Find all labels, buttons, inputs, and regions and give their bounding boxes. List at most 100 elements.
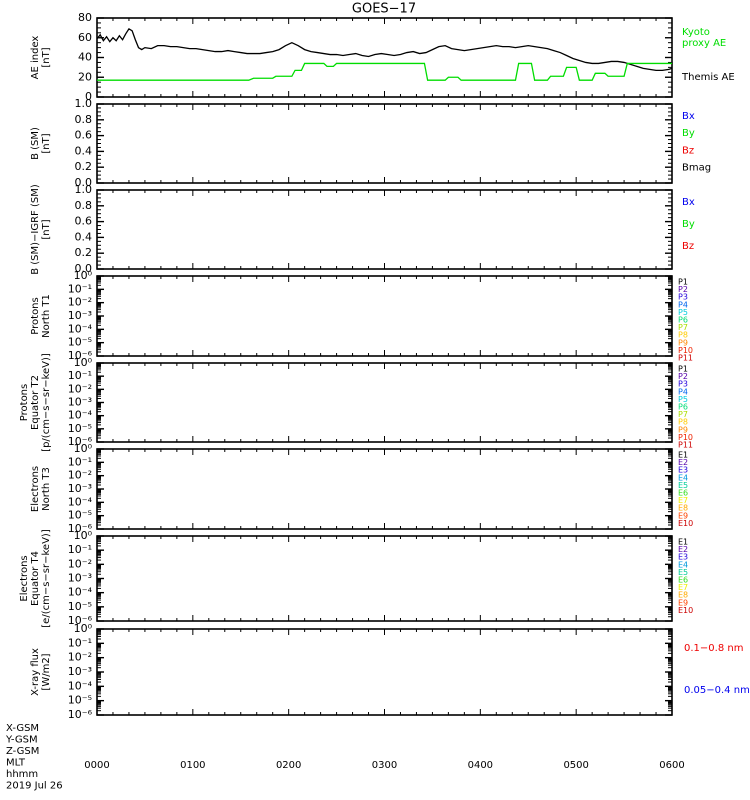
y-tick-label: 10⁻⁶ bbox=[68, 435, 93, 448]
x-tick-label: 0100 bbox=[180, 760, 205, 771]
y-tick-label: 10⁻² bbox=[68, 557, 92, 570]
legend-item: Kyoto bbox=[682, 27, 710, 38]
legend-item: E5 bbox=[678, 568, 688, 577]
y-tick-label: 10⁰ bbox=[74, 529, 93, 542]
legend-item: E4 bbox=[678, 560, 688, 569]
y-tick-label: 10⁻² bbox=[68, 651, 92, 664]
y-tick-label: 10⁻³ bbox=[68, 482, 92, 495]
legend-item: P3 bbox=[678, 293, 688, 302]
y-tick-label: 0.4 bbox=[75, 230, 93, 243]
y-tick-label: 0.6 bbox=[75, 129, 93, 142]
y-axis-label: Equator T2 bbox=[30, 375, 41, 430]
legend-item: P3 bbox=[678, 380, 688, 389]
panel-frame bbox=[96, 535, 673, 622]
x-tick-label: 0500 bbox=[563, 760, 588, 771]
legend-item: E1 bbox=[678, 538, 688, 547]
plot-title: GOES−17 bbox=[352, 2, 416, 17]
y-tick-label: 10⁻⁵ bbox=[68, 422, 92, 435]
y-axis-label: [W/m2] bbox=[41, 653, 52, 690]
y-axis-label: North T1 bbox=[41, 294, 52, 338]
y-axis-label: [nT] bbox=[41, 219, 52, 239]
legend-item: E9 bbox=[678, 598, 688, 607]
legend-item: P8 bbox=[678, 331, 688, 340]
y-tick-label: 10⁰ bbox=[74, 442, 93, 455]
y-tick-label: 0.2 bbox=[75, 246, 93, 259]
y-axis-label: North T3 bbox=[41, 467, 52, 511]
legend-item: proxy AE bbox=[682, 38, 726, 49]
x-axis-row-label: MLT bbox=[6, 758, 26, 769]
legend-item: E10 bbox=[678, 519, 693, 528]
legend-item: Bx bbox=[682, 111, 695, 122]
legend-item: P9 bbox=[678, 425, 688, 434]
y-tick-label: 10⁻⁴ bbox=[68, 495, 93, 508]
y-tick-label: 0.6 bbox=[75, 215, 93, 228]
series-themis-ae bbox=[96, 27, 673, 71]
y-tick-label: 0.4 bbox=[75, 144, 93, 157]
legend-item: E2 bbox=[678, 545, 688, 554]
legend-item: Bz bbox=[682, 145, 694, 156]
y-tick-label: 0.8 bbox=[75, 199, 93, 212]
legend-item: P7 bbox=[678, 410, 688, 419]
y-tick-label: 10⁰ bbox=[74, 269, 93, 282]
legend-item: E9 bbox=[678, 511, 688, 520]
panel-b_sm: 1.0 0.8 0.6 0.4 0.2 0.0 B (SM) [nT] Bx By Bz Bmag bbox=[30, 97, 711, 189]
y-tick-label: 10⁻¹ bbox=[68, 455, 92, 468]
legend-item: P4 bbox=[678, 387, 688, 396]
y-tick-label: 0.2 bbox=[75, 160, 93, 173]
legend-item: P7 bbox=[678, 323, 688, 332]
legend-item: Bz bbox=[682, 241, 694, 252]
panel-frame bbox=[96, 362, 673, 443]
x-axis-row-label: 2019 Jul 26 bbox=[6, 781, 63, 792]
y-axis-label: Electrons bbox=[19, 555, 30, 601]
legend-item: P9 bbox=[678, 338, 688, 347]
panel-frame bbox=[96, 103, 673, 184]
legend-item: E6 bbox=[678, 489, 688, 498]
legend-item: 0.1−0.8 nm bbox=[684, 643, 743, 654]
x-tick-label: 0200 bbox=[276, 760, 301, 771]
legend-item: E3 bbox=[678, 553, 688, 562]
y-axis-label: Electrons bbox=[30, 466, 41, 512]
y-tick-label: 10⁻⁵ bbox=[68, 694, 92, 707]
y-tick-label: 10⁻¹ bbox=[68, 636, 92, 649]
y-tick-label: 10⁻⁵ bbox=[68, 600, 92, 613]
y-tick-label: 10⁻⁶ bbox=[68, 522, 93, 535]
legend-item: By bbox=[682, 128, 695, 139]
y-tick-label: 10⁻³ bbox=[68, 665, 92, 678]
y-tick-label: 10⁻² bbox=[68, 382, 92, 395]
y-axis-label: [nT] bbox=[41, 47, 52, 67]
legend-item: E1 bbox=[678, 451, 688, 460]
legend-item: P1 bbox=[678, 365, 688, 374]
legend-item: P5 bbox=[678, 308, 688, 317]
y-tick-label: 10⁻³ bbox=[68, 309, 92, 322]
legend-item: By bbox=[682, 219, 695, 230]
y-axis-label: Protons bbox=[30, 297, 41, 334]
x-tick-label: 0400 bbox=[468, 760, 493, 771]
y-axis-label: AE index bbox=[30, 36, 41, 80]
panel-frame bbox=[96, 628, 673, 716]
x-tick-label: 0000 bbox=[84, 760, 109, 771]
legend-item: P8 bbox=[678, 418, 688, 427]
y-tick-label: 10⁻¹ bbox=[68, 543, 92, 556]
legend-item: E7 bbox=[678, 496, 688, 505]
y-tick-label: 40 bbox=[78, 51, 92, 64]
y-axis-label: B (SM)−IGRF (SM) bbox=[30, 184, 41, 275]
y-tick-label: 60 bbox=[78, 31, 92, 44]
y-tick-label: 10⁻⁶ bbox=[68, 349, 93, 362]
y-tick-label: 0.0 bbox=[75, 262, 93, 275]
y-tick-label: 0.8 bbox=[75, 113, 93, 126]
y-tick-label: 10⁻³ bbox=[68, 396, 92, 409]
legend-item: P11 bbox=[678, 354, 693, 363]
legend-item: P5 bbox=[678, 395, 688, 404]
legend-item: Bmag bbox=[682, 163, 711, 174]
y-tick-label: 0.0 bbox=[75, 176, 93, 189]
series-kyoto-proxy-ae bbox=[97, 62, 672, 81]
legend-item: E3 bbox=[678, 466, 688, 475]
y-tick-label: 10⁻³ bbox=[68, 572, 92, 585]
legend-item: Themis AE bbox=[681, 72, 735, 83]
y-tick-label: 10⁻¹ bbox=[68, 282, 92, 295]
